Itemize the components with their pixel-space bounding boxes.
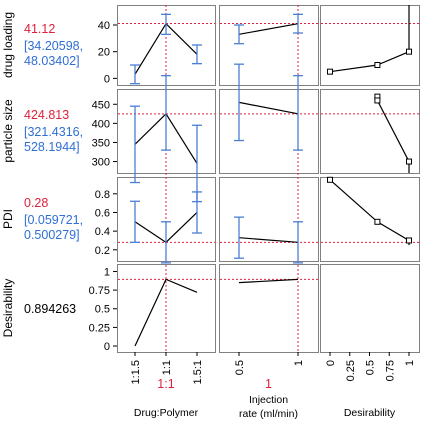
x-tick-label: 0.5 bbox=[234, 360, 246, 375]
desirability-marker bbox=[406, 158, 412, 165]
y-tick-label: 0.2 bbox=[95, 245, 110, 257]
plot-frame-r2-c2 bbox=[320, 177, 420, 262]
desirability-marker bbox=[327, 176, 333, 183]
response-interval: [321.4316, bbox=[24, 125, 83, 139]
desirability-marker bbox=[374, 97, 381, 104]
profile-line bbox=[238, 237, 299, 243]
plot-frame-r3-c1 bbox=[219, 264, 319, 353]
x-tick-label: 0.25 bbox=[345, 360, 357, 381]
desirability-marker bbox=[406, 48, 412, 55]
desirability-curve bbox=[329, 179, 410, 246]
plot-frame-r0-c2 bbox=[320, 5, 420, 86]
y-tick-label: 0.6 bbox=[95, 207, 110, 219]
response-current-value: 41.12 bbox=[24, 22, 55, 36]
response-interval: 48.03402] bbox=[24, 54, 80, 68]
y-tick-label: 0 bbox=[104, 73, 110, 85]
y-tick-label: 400 bbox=[92, 118, 110, 130]
x-tick-label: 1 bbox=[293, 360, 305, 366]
plot-frame-r1-c2 bbox=[320, 89, 420, 174]
desirability-marker bbox=[406, 237, 412, 244]
desirability-marker bbox=[327, 68, 333, 75]
profile-line bbox=[134, 278, 198, 347]
response-interval: 528.1944] bbox=[24, 140, 80, 154]
x-tick-label: 1 bbox=[404, 360, 416, 366]
y-tick-label: 0 bbox=[104, 341, 110, 353]
response-name: particle size bbox=[1, 99, 15, 163]
factor-name: rate (ml/min) bbox=[239, 408, 298, 420]
y-tick-label: 40 bbox=[98, 20, 110, 32]
desirability-marker bbox=[374, 62, 381, 68]
factor-name: Drug:Polymer bbox=[134, 407, 199, 419]
factor-current-value: 1 bbox=[265, 377, 272, 391]
y-tick-label: 20 bbox=[98, 47, 110, 59]
x-tick-label: 1:1.5 bbox=[130, 360, 142, 384]
factor-current-value: 1:1 bbox=[157, 377, 174, 391]
response-interval: [0.059721, bbox=[24, 213, 83, 227]
response-name: Desirability bbox=[1, 279, 15, 338]
factor-name: Desirability bbox=[344, 407, 396, 419]
y-tick-label: 450 bbox=[92, 99, 110, 111]
plot-frame-r2-c1 bbox=[219, 177, 319, 262]
y-tick-label: 0.8 bbox=[95, 189, 110, 201]
desirability-curve bbox=[376, 96, 410, 173]
plot-frame-r1-c1 bbox=[219, 89, 319, 174]
y-tick-label: 1 bbox=[104, 266, 110, 278]
x-tick-label: 0.75 bbox=[384, 360, 396, 381]
response-interval: 0.500279] bbox=[24, 228, 80, 242]
desirability-marker bbox=[374, 218, 381, 225]
response-current-value: 424.813 bbox=[24, 108, 69, 122]
profile-line bbox=[238, 23, 299, 35]
y-tick-label: 0.5 bbox=[95, 304, 110, 316]
y-tick-label: 0.4 bbox=[95, 226, 110, 238]
x-tick-label: 1.5:1 bbox=[192, 360, 204, 384]
y-tick-label: 350 bbox=[92, 137, 110, 149]
response-current-value: 0.28 bbox=[24, 196, 48, 210]
response-name: drug loading bbox=[1, 12, 15, 78]
x-tick-label: 0 bbox=[325, 360, 337, 366]
profile-line bbox=[238, 278, 299, 284]
desirability-curve bbox=[329, 5, 410, 73]
x-tick-label: 0.5 bbox=[365, 360, 377, 375]
profile-line bbox=[238, 101, 299, 115]
x-tick-label: 1:1 bbox=[161, 360, 173, 375]
y-tick-label: 300 bbox=[92, 157, 110, 169]
plot-frame-r3-c2 bbox=[320, 264, 420, 353]
response-name: PDI bbox=[1, 209, 15, 229]
factor-name: Injection bbox=[249, 394, 288, 406]
y-tick-label: 0.25 bbox=[89, 322, 110, 334]
plot-frame-r0-c1 bbox=[219, 5, 319, 86]
response-current-value: 0.894263 bbox=[24, 302, 76, 316]
response-interval: [34.20598, bbox=[24, 39, 83, 53]
y-tick-label: 0.75 bbox=[89, 285, 110, 297]
